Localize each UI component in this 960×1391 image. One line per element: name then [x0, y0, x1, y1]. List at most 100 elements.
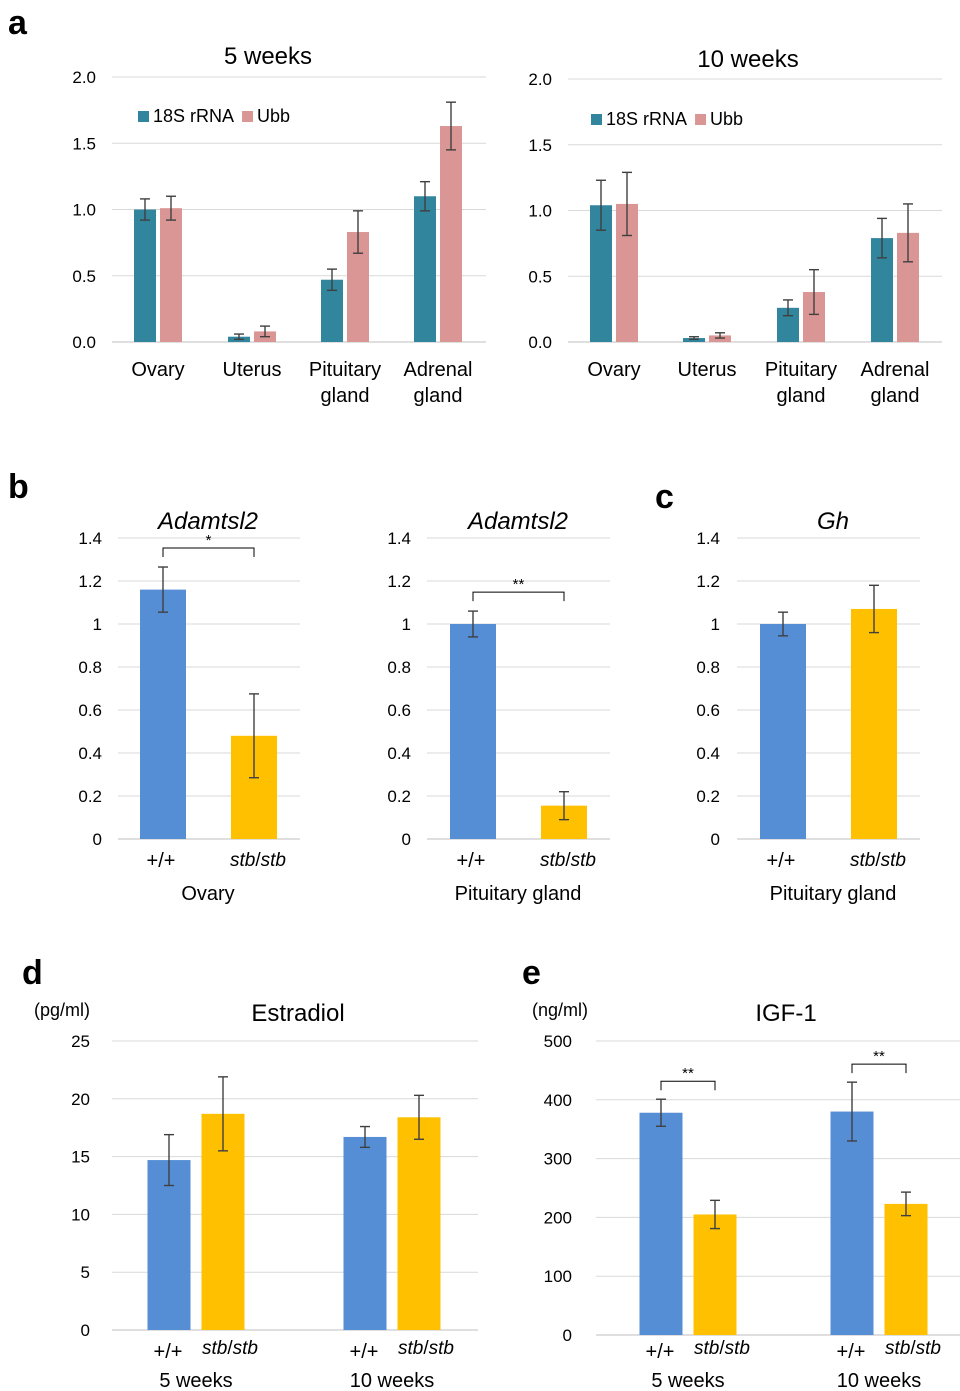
y-tick-label: 0.5	[72, 267, 96, 286]
chart-title: IGF-1	[755, 1000, 816, 1027]
x-tick-label: stb/stb	[230, 850, 286, 871]
bar	[871, 238, 893, 342]
y-tick-label: 1.2	[387, 572, 411, 591]
y-tick-label: 1	[93, 615, 102, 634]
x-axis-label: Pituitary gland	[770, 883, 897, 905]
y-tick-label: 2.0	[72, 68, 96, 87]
x-tick-label: gland	[321, 385, 370, 407]
y-tick-label: 0.8	[78, 658, 102, 677]
significance-label: **	[873, 1048, 885, 1065]
bar	[639, 1112, 683, 1335]
chart-title: Estradiol	[251, 1000, 344, 1027]
bar	[693, 1214, 737, 1335]
significance-label: *	[206, 532, 212, 549]
x-group-label: 5 weeks	[651, 1370, 724, 1391]
x-tick-label: Ovary	[587, 359, 640, 381]
bar	[616, 203, 638, 342]
y-tick-label: 0.2	[387, 787, 411, 806]
legend-label: 18S rRNA	[606, 109, 687, 129]
y-tick-label: 0.2	[78, 787, 102, 806]
y-tick-label: 0.8	[696, 658, 720, 677]
legend-swatch	[242, 111, 254, 122]
y-tick-label: 0.4	[387, 744, 411, 763]
x-group-label: 10 weeks	[837, 1370, 922, 1391]
legend-label: 18S rRNA	[153, 106, 234, 126]
chart-title: 10 weeks	[697, 46, 798, 73]
y-tick-label: 0.6	[696, 701, 720, 720]
y-tick-label: 20	[71, 1090, 90, 1109]
x-tick-label: gland	[871, 385, 920, 407]
bar	[590, 205, 612, 342]
x-tick-label: gland	[414, 385, 463, 407]
panel-letter-e: e	[522, 954, 541, 992]
y-tick-label: 0.8	[387, 658, 411, 677]
x-tick-label: Uterus	[678, 359, 737, 381]
y-tick-label: 0.0	[72, 333, 96, 352]
x-group-label: 10 weeks	[350, 1370, 435, 1391]
bar	[160, 208, 182, 342]
panel-letter-a: a	[8, 4, 28, 42]
legend-label: Ubb	[710, 109, 743, 129]
x-tick-label: stb/stb	[398, 1338, 454, 1359]
bar	[450, 624, 496, 839]
y-tick-label: 1.0	[528, 202, 552, 221]
x-tick-label: +/+	[457, 850, 486, 872]
bar	[321, 279, 343, 342]
x-tick-label: +/+	[350, 1341, 379, 1363]
y-tick-label: 0.6	[78, 701, 102, 720]
y-tick-label: 5	[81, 1263, 90, 1282]
y-tick-label: 1.5	[72, 134, 96, 153]
y-tick-label: 1.4	[387, 529, 411, 548]
bar	[343, 1136, 387, 1330]
x-tick-label: stb/stb	[540, 850, 596, 871]
chart-title: Gh	[817, 508, 849, 535]
y-tick-label: 1.4	[78, 529, 102, 548]
significance-bracket	[472, 591, 565, 602]
y-tick-label: 0	[711, 830, 720, 849]
y-tick-label: 0.5	[528, 267, 552, 286]
significance-bracket	[162, 547, 255, 558]
bar	[397, 1117, 441, 1330]
bar	[884, 1203, 928, 1335]
x-tick-label: stb/stb	[885, 1338, 941, 1359]
y-tick-label: 0.2	[696, 787, 720, 806]
chart-title: Adamtsl2	[466, 508, 568, 535]
significance-bracket	[851, 1063, 907, 1074]
panel-letter-c: c	[655, 478, 674, 516]
y-tick-label: 1.4	[696, 529, 720, 548]
y-tick-label: 100	[544, 1267, 572, 1286]
y-tick-label: 1.2	[78, 572, 102, 591]
legend-swatch	[695, 114, 707, 125]
y-tick-label: 15	[71, 1148, 90, 1167]
y-tick-label: 0	[402, 830, 411, 849]
x-axis-label: Pituitary gland	[455, 883, 582, 905]
bar	[414, 196, 436, 342]
significance-bracket	[660, 1080, 716, 1091]
y-axis-unit: (ng/ml)	[532, 1000, 588, 1020]
y-tick-label: 300	[544, 1150, 572, 1169]
x-tick-label: +/+	[837, 1341, 866, 1363]
x-tick-label: Ovary	[131, 359, 184, 381]
x-tick-label: Uterus	[223, 359, 282, 381]
y-tick-label: 400	[544, 1091, 572, 1110]
legend-swatch	[138, 111, 149, 122]
chart-title: Adamtsl2	[156, 508, 258, 535]
bar	[777, 307, 799, 342]
x-tick-label: stb/stb	[850, 850, 906, 871]
y-tick-label: 2.0	[528, 70, 552, 89]
legend-label: Ubb	[257, 106, 290, 126]
x-tick-label: stb/stb	[202, 1338, 258, 1359]
y-axis-unit: (pg/ml)	[34, 1000, 90, 1020]
charts-layer: 0.0 0.5 1.0 1.5 2.0 5 weeks Ovary Uterus Pituita…	[34, 43, 960, 1391]
bar	[134, 209, 156, 342]
bar	[440, 126, 462, 343]
significance-label: **	[682, 1065, 694, 1082]
y-tick-label: 1	[711, 615, 720, 634]
bar	[147, 1160, 191, 1330]
x-tick-label: Adrenal	[404, 359, 473, 381]
y-tick-label: 0.6	[387, 701, 411, 720]
x-tick-label: +/+	[646, 1341, 675, 1363]
x-tick-label: gland	[777, 385, 826, 407]
bar	[897, 232, 919, 342]
